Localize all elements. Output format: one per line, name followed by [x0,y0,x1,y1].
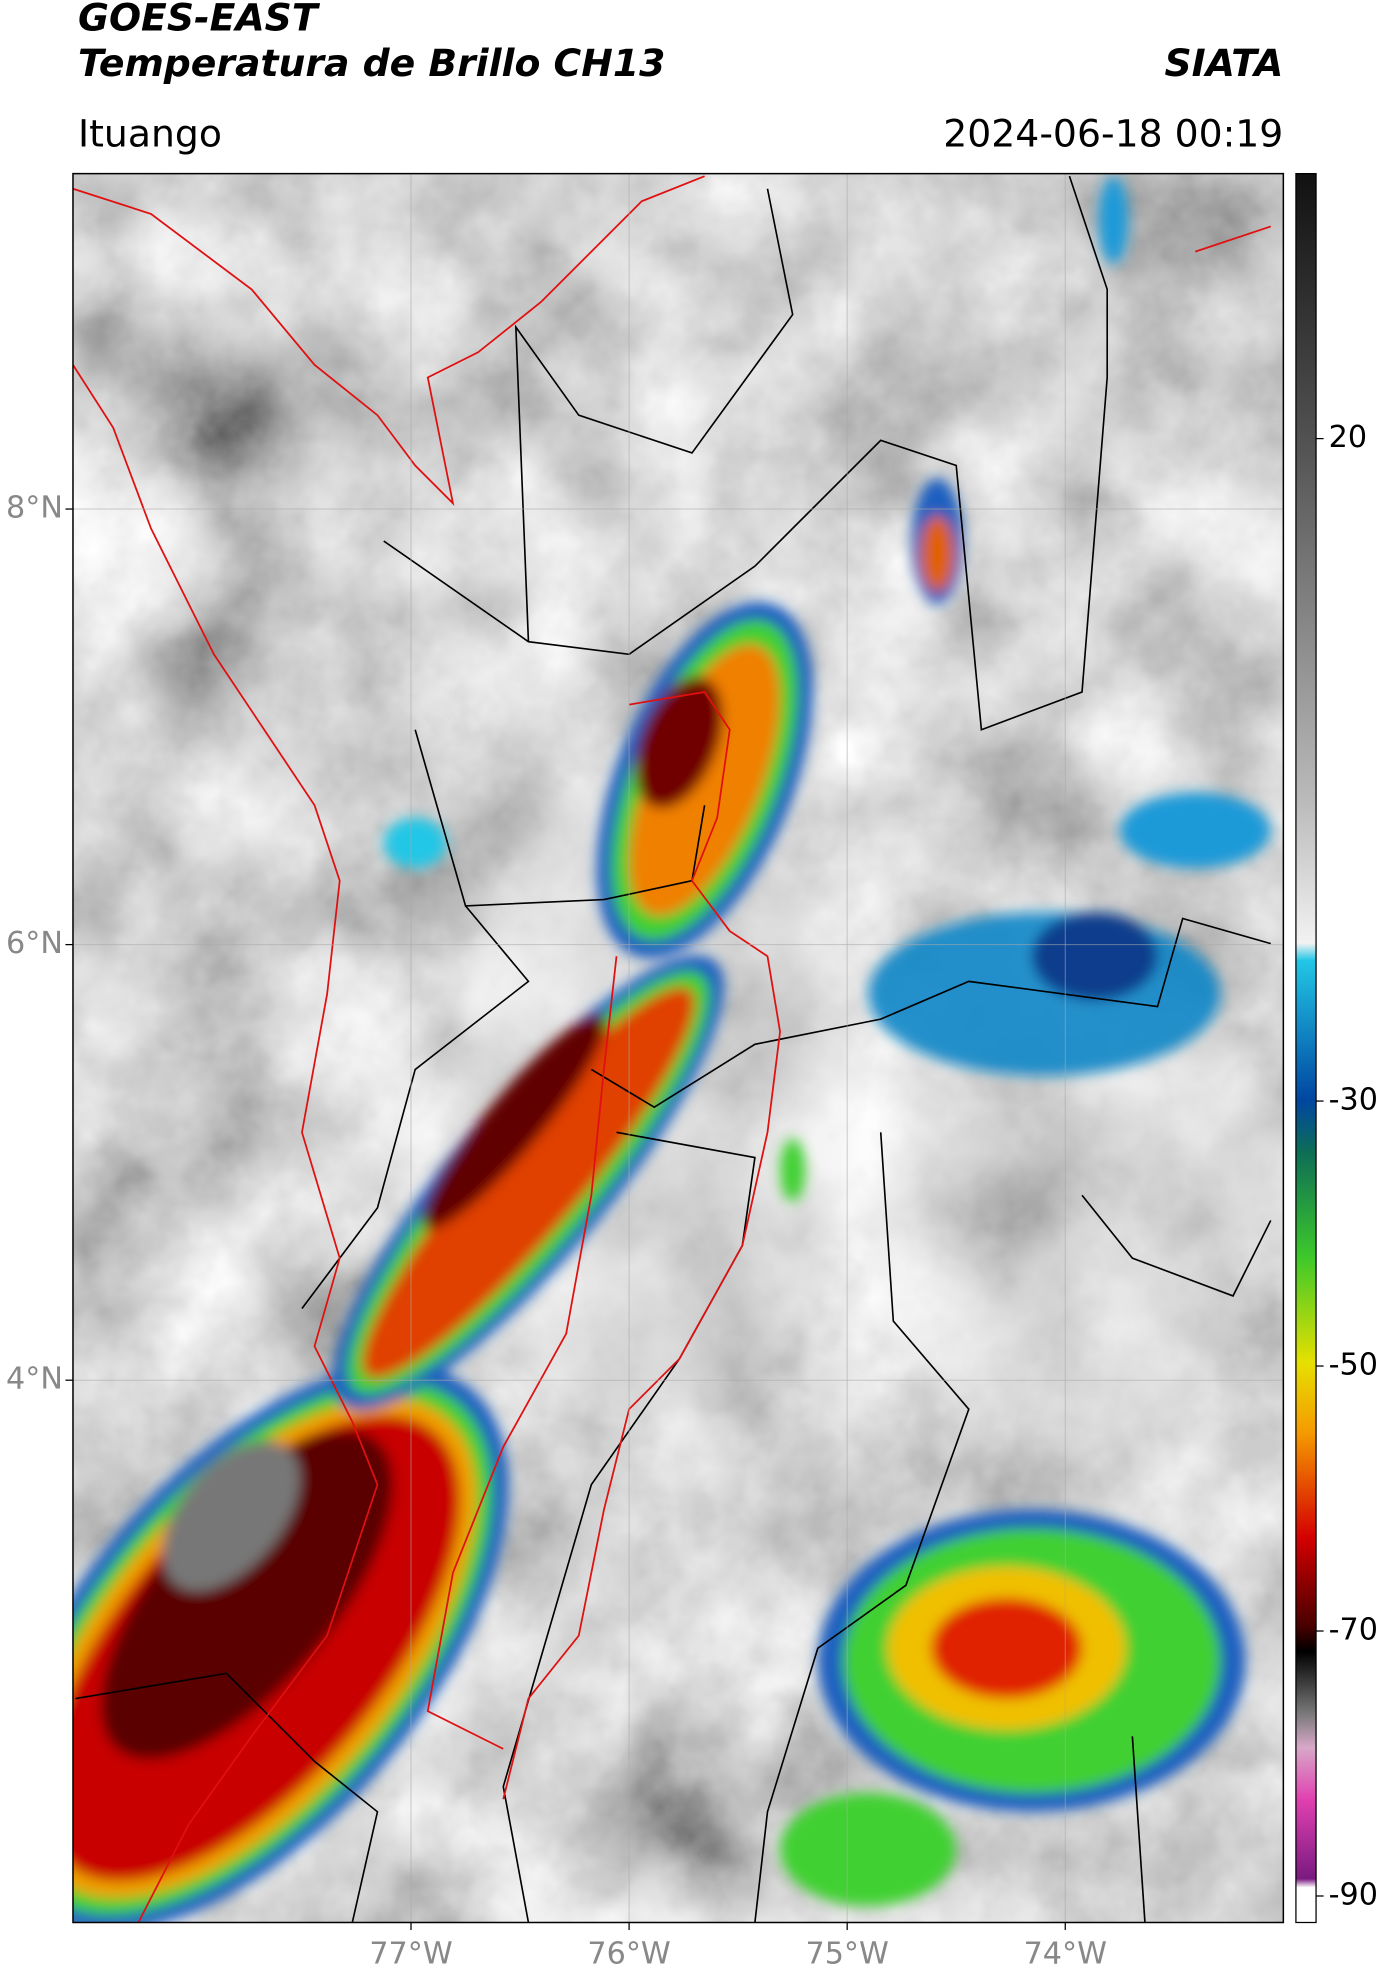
title: GOES-EAST [78,0,321,40]
cloud [868,943,1271,1447]
colorbar-label: -50 [1329,1348,1378,1383]
lon-label: 77°W [369,1937,452,1972]
lon-label: 75°W [805,1937,888,1972]
lat-label: 6°N [6,926,63,961]
map-frame [72,172,1285,1924]
lon-label: 74°W [1024,1937,1107,1972]
subtitle: Temperatura de Brillo CH13 [78,41,665,85]
satellite-image [72,173,1284,1923]
colorbar-label: -70 [1329,1613,1378,1648]
datetime: 2024-06-18 00:19 [943,111,1283,155]
admin-borders [75,175,1272,1923]
lat-label: 4°N [6,1362,63,1397]
colorbar [1295,172,1317,1924]
graticule [72,173,1284,1923]
axes: 8°N 6°N 4°N 77°W 76°W 75°W 74°W 20 -30 -50 -70 -90 [6,420,1378,1972]
colorbar-label: -30 [1329,1083,1378,1118]
colorbar-label: 20 [1329,420,1367,455]
location: Ituango [78,111,222,155]
colorbar-label: -90 [1329,1877,1378,1912]
coastline-borders [72,175,1272,1923]
convective-cells [72,176,1271,1923]
source: SIATA [1165,41,1284,85]
lat-label: 8°N [6,491,63,526]
lon-label: 76°W [587,1937,670,1972]
